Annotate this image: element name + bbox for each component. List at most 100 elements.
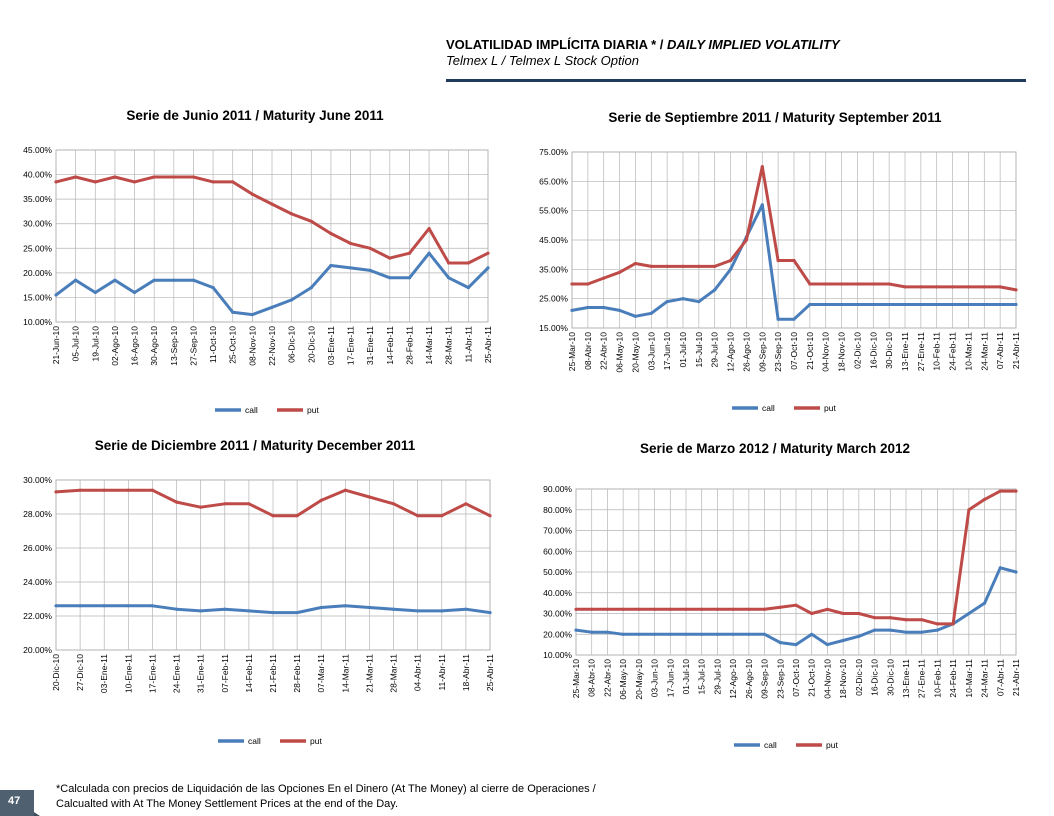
data-point-put <box>637 607 641 611</box>
x-tick-label: 01-Jul-10 <box>681 659 691 695</box>
x-tick-label: 17-Jun-10 <box>662 332 672 371</box>
data-point-put <box>211 180 215 184</box>
y-tick-label: 10.00% <box>23 317 52 327</box>
data-point-call <box>172 278 176 282</box>
x-tick-label: 20-Dic-10 <box>306 326 316 363</box>
data-point-put <box>78 488 82 492</box>
data-point-call <box>329 263 333 268</box>
report-title-en: DAILY IMPLIED VOLATILITY <box>667 37 840 52</box>
x-tick-label: 25-Abr-11 <box>483 326 493 363</box>
data-point-put <box>392 502 396 506</box>
footnote-line-1: *Calculada con precios de Liquidación de… <box>56 783 596 795</box>
y-tick-label: 26.00% <box>23 543 52 553</box>
data-point-call <box>697 300 701 304</box>
data-point-call <box>919 302 923 307</box>
x-tick-label: 07-Abr-11 <box>995 659 1005 696</box>
data-point-put <box>903 285 907 289</box>
data-point-call <box>416 609 420 613</box>
chart-december-2011: Serie de Diciembre 2011 / Maturity Decem… <box>0 430 510 750</box>
data-point-call <box>466 286 470 290</box>
data-point-put <box>574 607 578 611</box>
report-title-es: VOLATILIDAD IMPLÍCITA DIARIA * / <box>446 37 667 52</box>
data-point-call <box>271 611 275 615</box>
x-tick-label: 30-Dic-10 <box>884 332 894 369</box>
data-point-call <box>427 251 431 255</box>
data-point-call <box>223 607 227 611</box>
data-point-call <box>621 632 625 636</box>
x-tick-label: 23-Sep-10 <box>775 659 785 699</box>
data-point-call <box>665 300 669 304</box>
data-point-call <box>290 298 294 302</box>
y-tick-label: 25.00% <box>539 294 568 304</box>
data-point-put <box>649 264 653 268</box>
x-tick-label: 13-Sep-10 <box>169 326 179 366</box>
x-tick-label: 27-Ene-11 <box>917 659 927 698</box>
data-point-call <box>295 611 299 615</box>
data-point-call <box>763 632 767 636</box>
data-point-call <box>199 609 203 613</box>
data-point-call <box>113 278 117 282</box>
x-tick-label: 22-Nov-10 <box>267 326 277 366</box>
data-point-call <box>54 604 58 608</box>
data-point-put <box>731 607 735 611</box>
data-point-call <box>388 276 392 280</box>
data-point-call <box>778 641 782 645</box>
x-tick-label: 02-Dic-10 <box>852 332 862 369</box>
x-tick-label: 20-Dic-10 <box>51 654 61 691</box>
x-tick-label: 02-Ago-10 <box>110 326 120 366</box>
data-point-put <box>744 238 748 242</box>
x-tick-label: 13-Ene-11 <box>900 332 910 371</box>
report-subtitle: Telmex L / Telmex L Stock Option <box>446 53 639 68</box>
data-point-call <box>590 630 594 634</box>
chart-march-2012: Serie de Marzo 2012 / Maturity March 201… <box>510 435 1030 760</box>
x-tick-label: 18-Nov-10 <box>838 659 848 699</box>
data-point-put <box>150 488 154 492</box>
x-tick-label: 07-Abr-11 <box>995 332 1005 369</box>
data-point-put <box>700 607 704 611</box>
data-point-put <box>840 282 844 286</box>
y-tick-label: 40.00% <box>23 170 52 180</box>
data-point-call <box>447 276 451 280</box>
data-point-put <box>713 264 717 268</box>
chart-svg: Serie de Junio 2011 / Maturity June 2011… <box>23 108 493 415</box>
x-tick-label: 20-May-10 <box>634 659 644 700</box>
data-point-call <box>247 609 251 613</box>
data-point-put <box>54 180 58 184</box>
chart-title: Serie de Marzo 2012 / Maturity March 201… <box>640 441 910 456</box>
data-point-put <box>618 270 622 274</box>
data-point-put <box>983 497 987 501</box>
x-tick-label: 17-Jun-10 <box>665 659 675 698</box>
y-tick-label: 15.00% <box>23 292 52 302</box>
data-point-call <box>951 302 955 307</box>
data-point-put <box>715 607 719 611</box>
data-point-call <box>309 286 313 290</box>
data-point-put <box>93 180 97 184</box>
data-point-call <box>367 605 371 610</box>
data-point-call <box>794 643 798 647</box>
data-point-put <box>621 607 625 611</box>
data-point-put <box>113 175 117 179</box>
data-point-put <box>231 180 235 184</box>
data-point-call <box>810 632 814 636</box>
data-point-put <box>250 192 254 196</box>
data-point-put <box>778 605 782 609</box>
data-point-put <box>270 202 274 206</box>
y-tick-label: 45.00% <box>23 145 52 155</box>
data-point-call <box>440 609 444 613</box>
x-tick-label: 21-Oct-10 <box>807 659 817 697</box>
x-tick-label: 21-Abr-11 <box>1011 332 1021 369</box>
x-tick-label: 25-Mar-10 <box>567 332 577 371</box>
data-point-call <box>840 302 844 307</box>
data-point-call <box>368 268 372 272</box>
data-point-call <box>270 305 274 309</box>
x-tick-label: 30-Dic-10 <box>885 659 895 696</box>
legend-label-call: call <box>762 403 775 413</box>
data-point-put <box>776 258 780 263</box>
data-point-call <box>700 632 704 636</box>
data-point-put <box>102 488 106 492</box>
x-tick-label: 26-Ago-10 <box>744 659 754 699</box>
x-tick-label: 14-Feb-11 <box>244 654 254 693</box>
data-point-put <box>871 282 875 286</box>
y-tick-label: 28.00% <box>23 509 52 519</box>
data-point-put <box>488 514 492 518</box>
